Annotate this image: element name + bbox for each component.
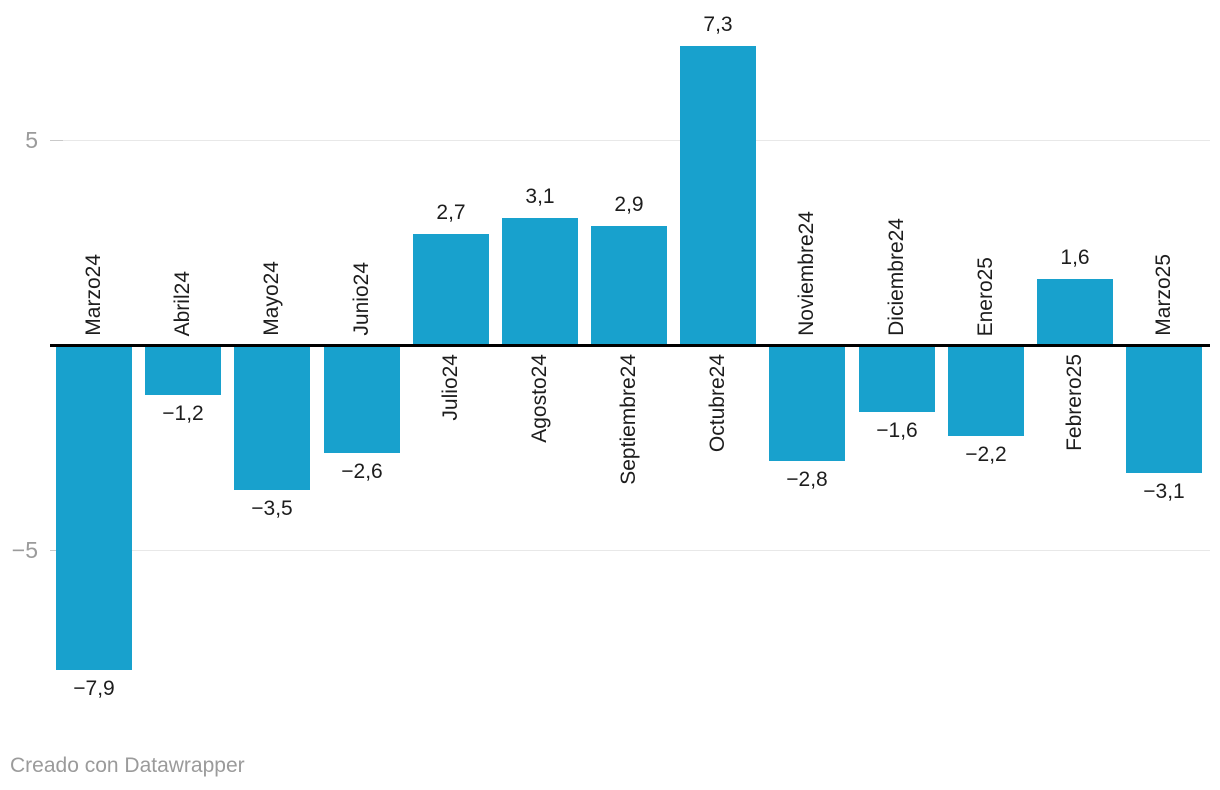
bar-Agosto24[interactable] bbox=[502, 218, 578, 345]
bar-value-label: −3,1 bbox=[1143, 480, 1185, 503]
y-gridline bbox=[50, 140, 1210, 141]
bar-Septiembre24[interactable] bbox=[591, 226, 667, 345]
bar-category-label: Agosto24 bbox=[528, 354, 551, 443]
bar-Marzo25[interactable] bbox=[1126, 346, 1202, 473]
bar-value-label: 3,1 bbox=[525, 185, 555, 208]
bar-Julio24[interactable] bbox=[413, 234, 489, 345]
bar-value-label: 2,9 bbox=[614, 193, 644, 216]
bar-Noviembre24[interactable] bbox=[769, 346, 845, 461]
bar-category-label: Junio24 bbox=[350, 262, 373, 336]
bar-category-label: Diciembre24 bbox=[885, 218, 908, 336]
bar-Diciembre24[interactable] bbox=[859, 346, 935, 412]
bar-value-label: 1,6 bbox=[1060, 246, 1090, 269]
bar-Enero25[interactable] bbox=[948, 346, 1024, 436]
bar-category-label: Marzo25 bbox=[1152, 254, 1175, 336]
bar-value-label: −1,2 bbox=[162, 402, 204, 425]
bar-value-label: −3,5 bbox=[251, 497, 293, 520]
zero-baseline bbox=[50, 344, 1210, 347]
bar-value-label: 7,3 bbox=[703, 13, 733, 36]
bar-Mayo24[interactable] bbox=[234, 346, 310, 490]
bar-category-label: Julio24 bbox=[439, 354, 462, 421]
bar-category-label: Octubre24 bbox=[706, 354, 729, 453]
bar-Octubre24[interactable] bbox=[680, 46, 756, 345]
bar-value-label: −2,8 bbox=[786, 468, 828, 491]
bar-category-label: Mayo24 bbox=[260, 261, 283, 336]
y-axis-tick-label: −5 bbox=[11, 537, 38, 563]
bar-Abril24[interactable] bbox=[145, 346, 221, 395]
y-axis-tick bbox=[50, 140, 63, 141]
bar-category-label: Noviembre24 bbox=[795, 211, 818, 336]
bar-Marzo24[interactable] bbox=[56, 346, 132, 670]
bar-category-label: Abril24 bbox=[171, 270, 194, 336]
bar-category-label: Septiembre24 bbox=[617, 354, 640, 485]
bar-Junio24[interactable] bbox=[324, 346, 400, 453]
bar-value-label: 2,7 bbox=[436, 201, 466, 224]
bar-Febrero25[interactable] bbox=[1037, 279, 1113, 345]
y-gridline bbox=[50, 550, 1210, 551]
bar-category-label: Marzo24 bbox=[82, 254, 105, 336]
bar-value-label: −2,2 bbox=[965, 443, 1007, 466]
bar-category-label: Enero25 bbox=[974, 256, 997, 336]
y-axis-tick-label: 5 bbox=[25, 127, 38, 153]
datawrapper-credit: Creado con Datawrapper bbox=[10, 754, 245, 777]
bar-value-label: −2,6 bbox=[341, 460, 383, 483]
bar-value-label: −1,6 bbox=[876, 419, 918, 442]
bar-category-label: Febrero25 bbox=[1063, 354, 1086, 451]
bar-value-label: −7,9 bbox=[73, 677, 115, 700]
